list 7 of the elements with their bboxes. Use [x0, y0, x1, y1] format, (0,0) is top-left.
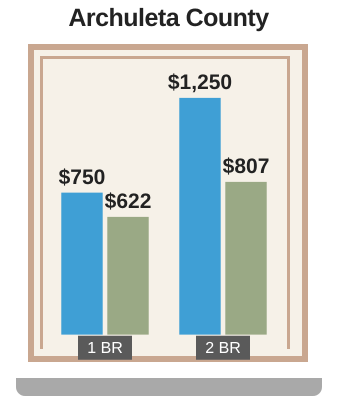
data-label: $807 [222, 155, 270, 178]
chart-title: Archuleta County [67, 4, 270, 33]
x-tick-label: 2 BR [205, 340, 241, 357]
x-tick-label: 1 BR [87, 340, 123, 357]
data-label: $1,250 [168, 71, 232, 94]
data-label: $622 [104, 190, 152, 214]
data-label: $750 [58, 166, 106, 189]
